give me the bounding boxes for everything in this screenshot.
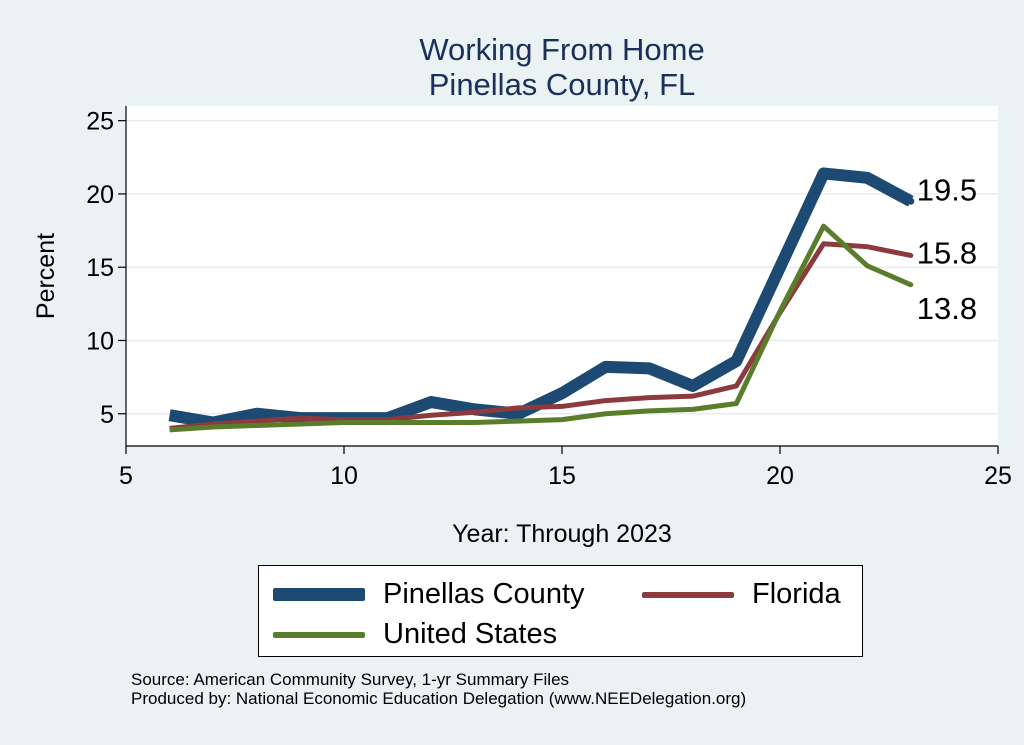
- end-label-florida: 15.8: [917, 235, 977, 270]
- producer-line: Produced by: National Economic Education…: [131, 689, 747, 708]
- line-chart: Working From Home Pinellas County, FL 5 1…: [32, 32, 1012, 548]
- legend-item-united-states: United States: [273, 618, 557, 651]
- legend-swatch-florida: [642, 591, 734, 598]
- y-axis-label: Percent: [32, 233, 60, 319]
- legend-item-florida: Florida: [642, 578, 841, 611]
- end-labels: 19.5 15.8 13.8: [917, 172, 977, 326]
- end-label-pinellas-county: 19.5: [917, 172, 977, 207]
- y-tick-label: 20: [86, 181, 114, 209]
- series-line-united-states: [169, 223, 912, 433]
- source-line: Source: American Community Survey, 1-yr …: [131, 670, 570, 689]
- y-tick-label: 5: [100, 401, 114, 429]
- y-tick-label: 15: [86, 254, 114, 282]
- legend-label-united-states: United States: [383, 618, 558, 650]
- series-lines: [168, 167, 915, 433]
- end-label-united-states: 13.8: [917, 291, 977, 326]
- axes: 5 10 15 20 25 5 10 15 20 25: [86, 106, 1012, 490]
- x-tick-label: 10: [330, 462, 358, 490]
- legend-label-pinellas-county: Pinellas County: [383, 578, 585, 610]
- x-tick-label: 20: [766, 462, 794, 490]
- y-tick-label: 25: [86, 108, 114, 136]
- chart-title: Working From Home: [419, 32, 704, 67]
- legend: Pinellas County Florida United States: [258, 565, 863, 657]
- y-tick-label: 10: [86, 327, 114, 355]
- chart-subtitle: Pinellas County, FL: [429, 67, 696, 102]
- series-end-marker-florida: [908, 252, 914, 258]
- legend-swatch-united-states: [273, 631, 365, 638]
- x-tick-label: 25: [984, 462, 1012, 490]
- legend-item-pinellas-county: Pinellas County: [273, 578, 585, 611]
- source-notes: Source: American Community Survey, 1-yr …: [131, 670, 746, 708]
- x-tick-label: 5: [119, 462, 133, 490]
- x-tick-label: 15: [548, 462, 576, 490]
- series-end-marker-united-states: [908, 282, 914, 288]
- x-axis-label: Year: Through 2023: [452, 520, 672, 548]
- legend-label-florida: Florida: [752, 578, 841, 610]
- series-end-marker-pinellas-county: [907, 197, 915, 205]
- legend-swatch-pinellas-county: [273, 588, 365, 601]
